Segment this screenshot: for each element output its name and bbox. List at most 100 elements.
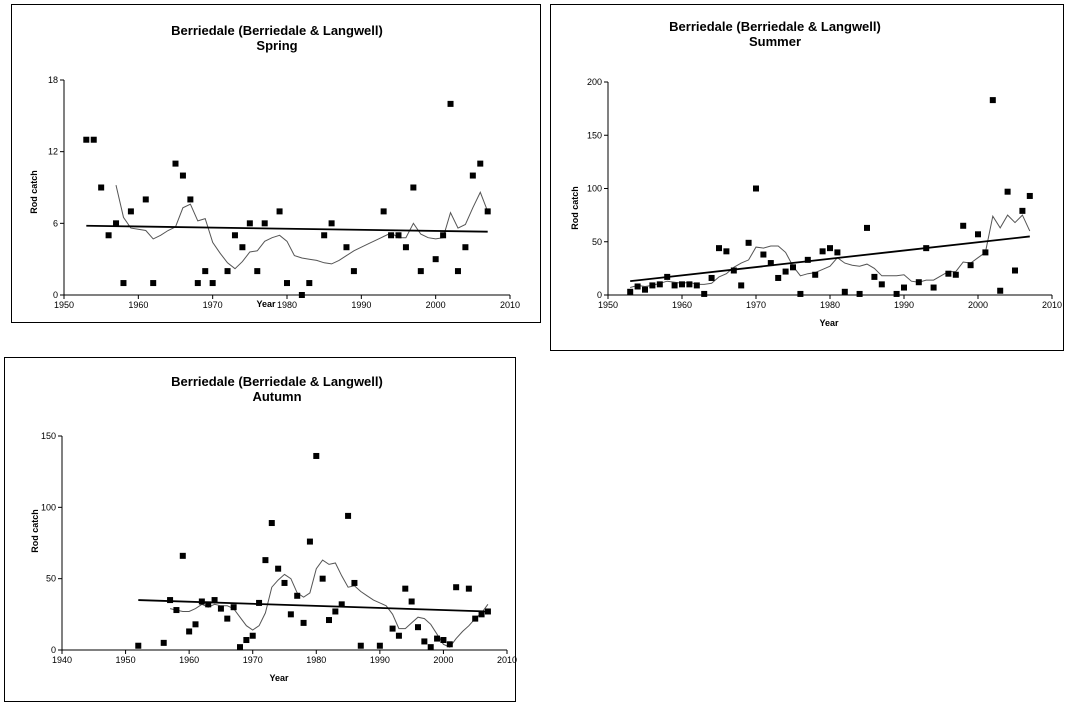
y-axis-label: Rod catch bbox=[570, 186, 580, 230]
data-point bbox=[275, 565, 282, 572]
data-point bbox=[827, 245, 833, 252]
data-point bbox=[834, 249, 841, 256]
y-tick-label: 100 bbox=[41, 502, 56, 512]
data-point bbox=[298, 292, 305, 298]
data-point bbox=[708, 274, 715, 281]
data-point bbox=[417, 268, 424, 275]
x-tick-label: 1990 bbox=[351, 300, 371, 310]
data-point bbox=[135, 642, 142, 649]
data-point bbox=[230, 604, 237, 611]
data-point bbox=[276, 208, 283, 215]
chart-panel-spring: Berriedale (Berriedale & Langwell) Sprin… bbox=[11, 4, 541, 323]
data-point bbox=[345, 512, 352, 519]
data-point bbox=[205, 601, 212, 608]
x-tick-label: 1960 bbox=[128, 300, 148, 310]
y-axis-label: Rod catch bbox=[29, 170, 39, 214]
x-axis-label: Year bbox=[819, 318, 839, 328]
data-point bbox=[209, 280, 216, 287]
y-tick-label: 50 bbox=[46, 574, 56, 584]
data-point bbox=[328, 220, 335, 227]
data-point bbox=[701, 290, 708, 297]
data-point bbox=[83, 136, 90, 143]
data-point bbox=[671, 282, 678, 289]
data-point bbox=[930, 284, 937, 291]
data-point bbox=[294, 592, 301, 599]
data-point bbox=[105, 232, 112, 239]
data-point bbox=[217, 605, 224, 612]
data-point bbox=[469, 172, 476, 179]
x-axis-label: Year bbox=[256, 299, 276, 309]
data-point bbox=[306, 538, 313, 545]
data-point bbox=[321, 232, 328, 239]
data-point bbox=[679, 281, 685, 288]
data-point bbox=[923, 245, 930, 252]
data-point bbox=[716, 245, 722, 252]
data-point bbox=[427, 644, 434, 651]
data-point bbox=[664, 273, 671, 280]
x-tick-label: 1950 bbox=[598, 300, 618, 310]
data-point bbox=[120, 280, 127, 287]
data-point bbox=[249, 632, 256, 639]
chart-summer-svg: Berriedale (Berriedale & Langwell) Summe… bbox=[570, 19, 1062, 328]
data-point bbox=[790, 264, 796, 271]
data-point bbox=[446, 641, 453, 648]
y-axis-label: Rod catch bbox=[30, 509, 40, 553]
data-point bbox=[179, 172, 186, 179]
data-point bbox=[856, 290, 863, 297]
data-point bbox=[402, 585, 409, 592]
data-point bbox=[281, 579, 288, 586]
data-point bbox=[172, 160, 179, 167]
data-point bbox=[465, 585, 472, 592]
x-tick-label: 1940 bbox=[52, 655, 72, 665]
y-tick-label: 0 bbox=[53, 290, 58, 300]
data-point bbox=[90, 136, 97, 143]
data-point bbox=[982, 249, 989, 256]
chart-panel-summer: Berriedale (Berriedale & Langwell) Summe… bbox=[550, 4, 1064, 351]
x-tick-label: 1960 bbox=[672, 300, 692, 310]
data-point bbox=[402, 244, 409, 251]
data-point bbox=[804, 256, 811, 263]
x-tick-label: 1950 bbox=[54, 300, 74, 310]
plot-area: 0 50 100 150 1940 1950 1960 1970 1980 1990 2000 201… bbox=[41, 431, 517, 665]
chart-subtitle: Spring bbox=[256, 38, 297, 53]
x-tick-label: 1980 bbox=[306, 655, 326, 665]
data-point bbox=[440, 637, 447, 644]
chart-title: Berriedale (Berriedale & Langwell) bbox=[171, 23, 383, 38]
x-tick-label: 1990 bbox=[894, 300, 914, 310]
data-point bbox=[186, 628, 193, 635]
data-point bbox=[231, 232, 238, 239]
x-tick-label: 2010 bbox=[500, 300, 520, 310]
data-point bbox=[989, 97, 996, 104]
data-point bbox=[634, 283, 641, 290]
data-point bbox=[167, 597, 174, 604]
y-tick-label: 0 bbox=[597, 290, 602, 300]
data-point bbox=[350, 268, 357, 275]
x-tick-label: 1980 bbox=[277, 300, 297, 310]
data-point bbox=[338, 601, 345, 608]
data-point bbox=[198, 598, 205, 605]
data-point bbox=[410, 184, 417, 191]
y-tick-label: 200 bbox=[587, 77, 602, 87]
data-point bbox=[760, 251, 767, 258]
data-point bbox=[237, 644, 243, 651]
chart-subtitle: Summer bbox=[749, 34, 801, 49]
data-point bbox=[268, 520, 275, 527]
x-tick-label: 1990 bbox=[370, 655, 390, 665]
x-tick-label: 1950 bbox=[116, 655, 136, 665]
y-tick-label: 150 bbox=[587, 130, 602, 140]
data-point bbox=[782, 268, 789, 275]
x-tick-label: 1970 bbox=[746, 300, 766, 310]
chart-title: Berriedale (Berriedale & Langwell) bbox=[669, 19, 881, 34]
data-point bbox=[960, 222, 967, 229]
data-point bbox=[376, 642, 383, 649]
data-point bbox=[313, 452, 320, 459]
data-point bbox=[300, 619, 307, 626]
data-point bbox=[454, 268, 461, 275]
data-point bbox=[893, 290, 900, 297]
trend-line bbox=[630, 235, 1030, 283]
data-point bbox=[179, 552, 186, 559]
x-tick-label: 2000 bbox=[433, 655, 453, 665]
data-point bbox=[738, 282, 745, 289]
data-point bbox=[1012, 267, 1018, 274]
data-point bbox=[1019, 207, 1026, 214]
